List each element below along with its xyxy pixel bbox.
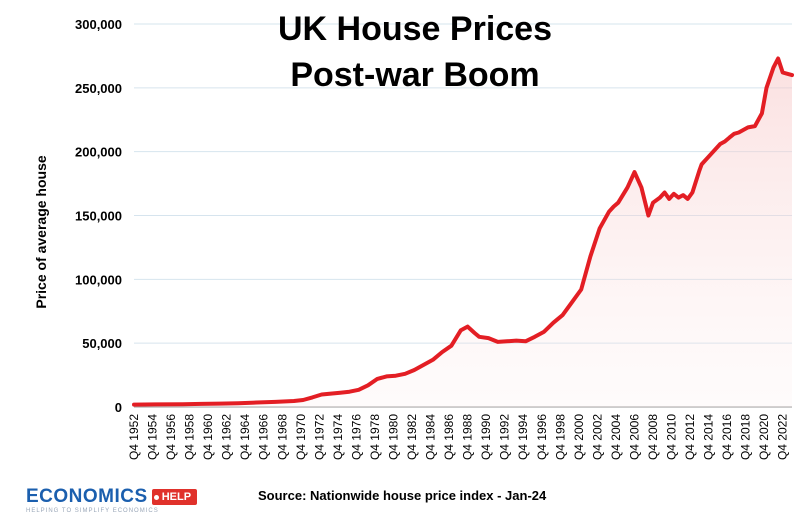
logo-tagline: HELPING TO SIMPLIFY ECONOMICS xyxy=(26,508,159,514)
y-axis: 0 50,000 100,000 150,000 200,000 250,000 300,0… xyxy=(75,17,122,415)
y-tick-label: 50,000 xyxy=(82,336,122,351)
x-tick-label: Q4 1978 xyxy=(368,414,382,460)
x-tick-label: Q4 2008 xyxy=(646,414,660,460)
economics-help-logo: ECONOMICS HELP HELPING TO SIMPLIFY ECONO… xyxy=(26,486,198,514)
x-tick-label: Q4 1972 xyxy=(312,414,326,460)
y-tick-label: 300,000 xyxy=(75,17,122,32)
x-tick-label: Q4 2002 xyxy=(590,414,604,460)
gridlines xyxy=(134,23,792,408)
x-tick-label: Q4 2016 xyxy=(720,414,734,460)
chart-title: UK House Prices xyxy=(278,10,552,48)
x-tick-label: Q4 1984 xyxy=(424,414,438,460)
x-tick-label: Q4 2014 xyxy=(702,414,716,460)
y-tick-label: 0 xyxy=(115,400,122,415)
x-tick-label: Q4 2006 xyxy=(627,414,641,460)
x-tick-label: Q4 1996 xyxy=(535,414,549,460)
x-tick-label: Q4 1958 xyxy=(183,414,197,460)
x-tick-label: Q4 1964 xyxy=(238,414,252,460)
series-area xyxy=(134,58,792,407)
y-axis-label: Price of average house xyxy=(33,155,49,309)
x-tick-label: Q4 1998 xyxy=(553,414,567,460)
series-line xyxy=(132,56,794,407)
y-tick-label: 200,000 xyxy=(75,145,122,160)
x-tick-label: Q4 1974 xyxy=(331,414,345,460)
x-tick-label: Q4 1982 xyxy=(405,414,419,460)
x-tick-label: Q4 2020 xyxy=(757,414,771,460)
x-tick-label: Q4 2022 xyxy=(776,414,790,460)
x-tick-label: Q4 1966 xyxy=(257,414,271,460)
x-tick-label: Q4 1970 xyxy=(294,414,308,460)
x-tick-label: Q4 1976 xyxy=(349,414,363,460)
x-tick-label: Q4 1986 xyxy=(442,414,456,460)
x-tick-label: Q4 1956 xyxy=(164,414,178,460)
logo-wordmark: ECONOMICS xyxy=(26,486,148,507)
x-tick-label: Q4 1962 xyxy=(220,414,234,460)
y-tick-label: 100,000 xyxy=(75,272,122,287)
chart-subtitle: Post-war Boom xyxy=(290,56,540,94)
logo-badge: HELP xyxy=(151,489,198,505)
y-tick-label: 150,000 xyxy=(75,209,122,224)
x-tick-label: Q4 1980 xyxy=(386,414,400,460)
x-tick-label: Q4 1952 xyxy=(127,414,141,460)
x-tick-label: Q4 1994 xyxy=(516,414,530,460)
y-tick-label: 250,000 xyxy=(75,81,122,96)
x-tick-label: Q4 1992 xyxy=(498,414,512,460)
x-tick-label: Q4 1960 xyxy=(201,414,215,460)
x-tick-label: Q4 1990 xyxy=(479,414,493,460)
x-tick-label: Q4 1954 xyxy=(146,414,160,460)
x-tick-label: Q4 2018 xyxy=(739,414,753,460)
x-tick-label: Q4 1988 xyxy=(461,414,475,460)
x-tick-label: Q4 1968 xyxy=(275,414,289,460)
x-tick-label: Q4 2012 xyxy=(683,414,697,460)
x-axis: Q4 1952 Q4 1954 Q4 1956 Q4 1958 Q4 1960 Q4 19… xyxy=(127,414,790,460)
source-note: Source: Nationwide house price index - J… xyxy=(258,488,547,503)
x-tick-label: Q4 2000 xyxy=(572,414,586,460)
x-tick-label: Q4 2004 xyxy=(609,414,623,460)
x-tick-label: Q4 2010 xyxy=(665,414,679,460)
